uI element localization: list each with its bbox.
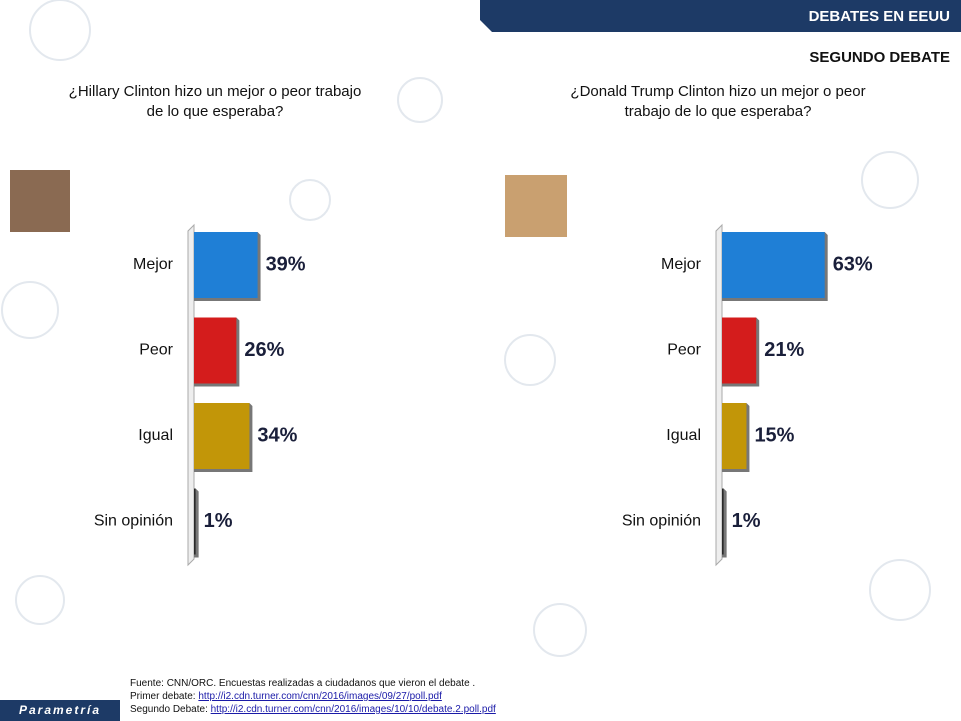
footer-link-row: Primer debate: http://i2.cdn.turner.com/… [130,690,496,703]
value-label: 1% [732,510,761,532]
axis-wall [715,223,723,567]
bar [722,317,757,384]
value-label: 39% [266,253,306,275]
banner-text: DEBATES EN EEUU [809,8,950,25]
category-label: Mejor [133,256,174,273]
bar [194,317,237,384]
value-label: 63% [833,253,873,275]
value-label: 1% [204,510,233,532]
category-label: Sin opinión [622,513,701,530]
link[interactable]: http://i2.cdn.turner.com/cnn/2016/images… [210,704,496,715]
link[interactable]: http://i2.cdn.turner.com/cnn/2016/images… [198,691,442,702]
link-label: Primer debate: [130,691,196,702]
category-label: Peor [139,342,173,359]
link-label: Segundo Debate: [130,704,208,715]
category-label: Sin opinión [94,513,173,530]
value-label: 26% [244,339,284,361]
bar [722,403,747,469]
category-label: Mejor [661,256,702,273]
category-label: Igual [138,427,173,444]
category-label: Peor [667,342,701,359]
bar [194,403,250,469]
logo: Parametría [19,703,101,717]
source: Fuente: CNN/ORC. Encuestas realizadas a … [130,678,476,689]
photo-trump [505,175,567,237]
value-label: 21% [764,339,804,361]
banner [480,0,961,32]
axis-wall [187,223,195,567]
photo-clinton [10,170,70,232]
bar [194,232,258,298]
footer-link-row: Segundo Debate: http://i2.cdn.turner.com… [130,703,496,716]
chart-title: ¿Hillary Clinton hizo un mejor o peor tr… [68,83,362,120]
watermark [1,0,931,657]
subtitle: SEGUNDO DEBATE [809,49,950,66]
logo-box [0,700,120,721]
bar [722,232,825,298]
bar [722,488,724,555]
chart-title: ¿Donald Trump Clinton hizo un mejor o pe… [570,83,866,120]
value-label: 34% [257,424,297,446]
value-label: 15% [754,424,794,446]
bar [194,488,196,555]
category-label: Igual [666,427,701,444]
footer: Fuente: CNN/ORC. Encuestas realizadas a … [130,677,496,716]
